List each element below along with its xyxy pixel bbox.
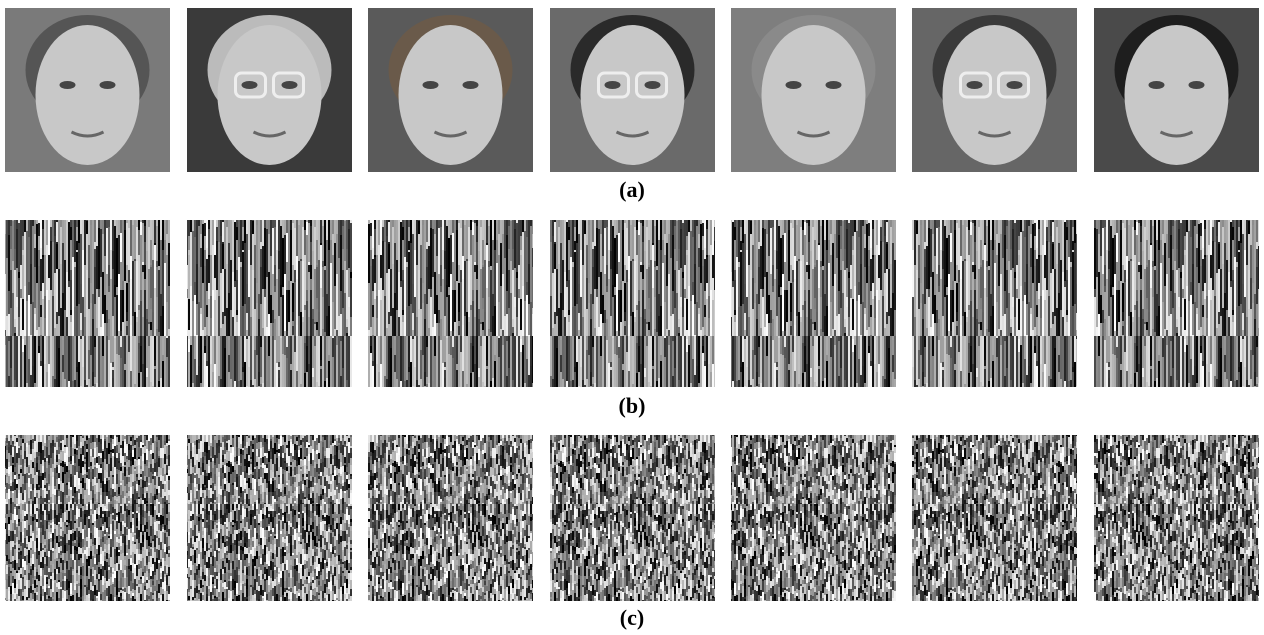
encrypted-image <box>5 435 170 601</box>
encrypted-row-c <box>5 435 1259 601</box>
encrypted-row-b <box>5 220 1259 387</box>
encrypted-image <box>731 220 896 387</box>
face-image <box>5 8 170 172</box>
face-image <box>187 8 352 172</box>
encrypted-image <box>187 435 352 601</box>
encrypted-image <box>550 220 715 387</box>
face-image <box>1094 8 1259 172</box>
encrypted-image <box>1094 435 1259 601</box>
face-image <box>550 8 715 172</box>
figure: (a) (b) (c) <box>0 0 1264 635</box>
encrypted-image <box>731 435 896 601</box>
panel-label: (c) <box>620 605 644 630</box>
encrypted-image <box>368 435 533 601</box>
encrypted-image <box>368 220 533 387</box>
face-image <box>731 8 896 172</box>
panel-label: (a) <box>619 177 645 202</box>
encrypted-image <box>187 220 352 387</box>
face-image <box>368 8 533 172</box>
encrypted-image <box>550 435 715 601</box>
face-image <box>912 8 1077 172</box>
encrypted-image <box>5 220 170 387</box>
encrypted-image <box>912 220 1077 387</box>
encrypted-image <box>1094 220 1259 387</box>
panel-label: (b) <box>619 393 646 418</box>
encrypted-image <box>912 435 1077 601</box>
face-row <box>5 8 1259 172</box>
page: (a) (b) (c) (() => { const data = JSON.p… <box>0 0 1264 635</box>
